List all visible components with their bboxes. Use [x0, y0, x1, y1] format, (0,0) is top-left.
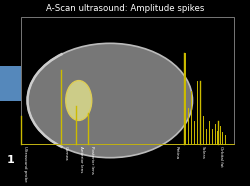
- Text: Orbital fat: Orbital fat: [218, 146, 222, 166]
- Text: Retina: Retina: [175, 146, 179, 159]
- Bar: [59, 61, 94, 144]
- Bar: [20, 17, 234, 144]
- Text: 1: 1: [6, 155, 14, 165]
- Ellipse shape: [66, 81, 92, 121]
- Bar: [0, 66, 20, 100]
- Text: A-Scan ultrasound: Amplitude spikes: A-Scan ultrasound: Amplitude spikes: [46, 4, 204, 13]
- Text: Posterior lens: Posterior lens: [90, 146, 94, 173]
- Circle shape: [28, 43, 192, 158]
- Text: Ultrasound probe: Ultrasound probe: [23, 146, 27, 181]
- Text: Cornea: Cornea: [64, 146, 68, 160]
- Text: Sclera: Sclera: [201, 146, 205, 158]
- Text: Anterior lens: Anterior lens: [78, 146, 82, 172]
